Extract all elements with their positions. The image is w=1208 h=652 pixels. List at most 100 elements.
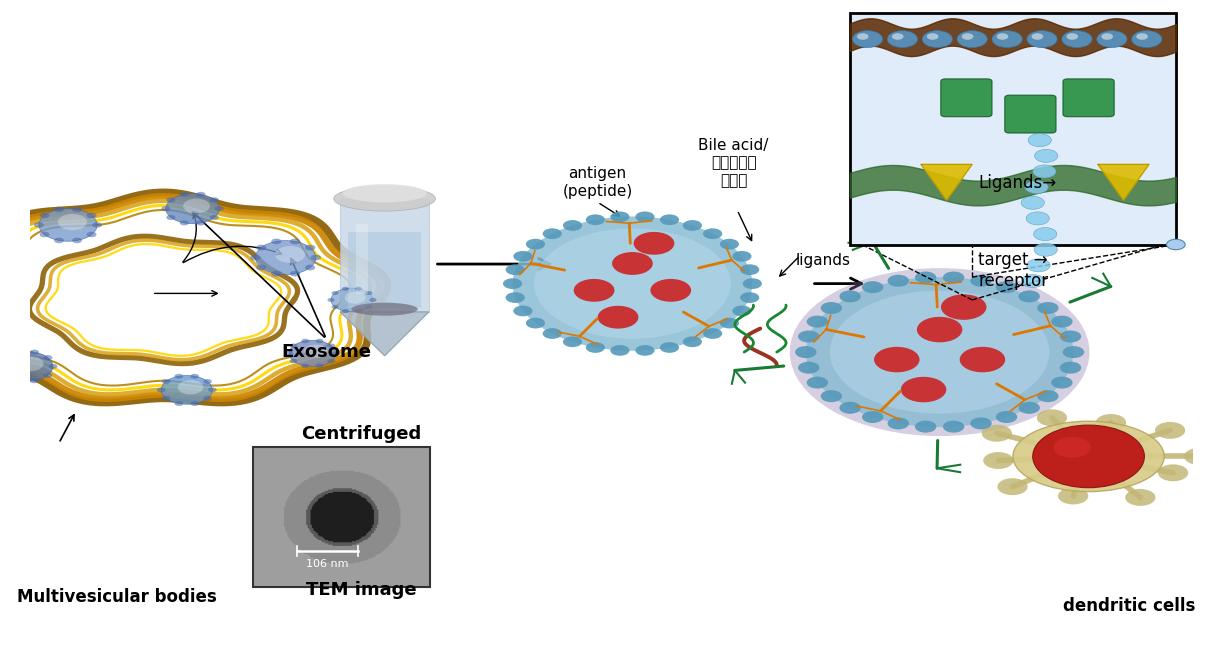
Circle shape (1051, 316, 1073, 327)
Circle shape (943, 421, 964, 433)
Circle shape (54, 207, 64, 212)
Circle shape (0, 278, 13, 306)
Circle shape (203, 379, 211, 384)
Circle shape (995, 411, 1017, 423)
Circle shape (612, 252, 652, 275)
Circle shape (650, 279, 691, 302)
Circle shape (840, 402, 861, 414)
Circle shape (634, 232, 674, 255)
Circle shape (741, 292, 760, 303)
Circle shape (1024, 181, 1049, 194)
Circle shape (370, 298, 377, 302)
Circle shape (997, 33, 1009, 40)
Polygon shape (920, 164, 972, 200)
Circle shape (162, 396, 170, 401)
Circle shape (962, 33, 974, 40)
Circle shape (39, 209, 97, 241)
Circle shape (1167, 239, 1185, 250)
Circle shape (43, 355, 52, 360)
Circle shape (1137, 33, 1148, 40)
Text: Ligands→: Ligands→ (978, 173, 1056, 192)
Circle shape (1021, 274, 1045, 288)
Circle shape (635, 211, 655, 222)
Circle shape (683, 220, 702, 231)
Circle shape (820, 302, 842, 314)
Circle shape (660, 342, 679, 353)
Circle shape (162, 379, 170, 384)
Circle shape (970, 274, 992, 287)
Circle shape (331, 288, 373, 312)
Circle shape (1038, 302, 1058, 314)
Circle shape (290, 271, 300, 276)
Circle shape (1053, 437, 1091, 458)
Circle shape (174, 401, 184, 406)
Circle shape (887, 31, 918, 48)
Circle shape (72, 207, 82, 212)
Circle shape (983, 452, 1014, 469)
Circle shape (0, 373, 10, 378)
Circle shape (1027, 259, 1050, 272)
Circle shape (365, 291, 372, 295)
Circle shape (513, 251, 533, 261)
Circle shape (310, 255, 321, 260)
Circle shape (875, 347, 919, 372)
Circle shape (315, 339, 324, 343)
Circle shape (840, 290, 861, 303)
Circle shape (922, 31, 952, 48)
Circle shape (959, 347, 1005, 372)
Ellipse shape (352, 303, 418, 316)
Circle shape (995, 281, 1017, 293)
Circle shape (34, 222, 43, 228)
Circle shape (250, 255, 261, 260)
Text: Centrifuged: Centrifuged (301, 424, 422, 443)
Circle shape (355, 309, 362, 313)
Circle shape (1032, 33, 1044, 40)
Circle shape (1034, 149, 1058, 162)
Circle shape (30, 378, 39, 383)
Polygon shape (341, 312, 429, 356)
Circle shape (256, 244, 266, 250)
Circle shape (365, 305, 372, 309)
Text: dendritic cells: dendritic cells (1063, 597, 1196, 615)
Circle shape (1097, 31, 1127, 48)
Text: antigen
(peptide): antigen (peptide) (563, 166, 633, 199)
Circle shape (290, 239, 300, 244)
Circle shape (40, 213, 50, 218)
Circle shape (1158, 464, 1189, 481)
FancyBboxPatch shape (1063, 79, 1114, 117)
Circle shape (58, 214, 87, 230)
Circle shape (210, 215, 219, 220)
Text: target →
receptor: target → receptor (978, 251, 1049, 290)
Circle shape (30, 349, 39, 355)
Circle shape (1155, 422, 1185, 439)
Circle shape (289, 340, 336, 366)
Circle shape (332, 351, 339, 355)
Circle shape (0, 351, 53, 381)
Circle shape (892, 33, 904, 40)
Circle shape (563, 336, 582, 347)
Circle shape (503, 278, 522, 289)
Circle shape (167, 215, 175, 220)
Circle shape (327, 359, 335, 363)
Circle shape (741, 264, 760, 275)
Circle shape (534, 229, 731, 338)
Circle shape (167, 198, 175, 202)
Circle shape (914, 271, 936, 284)
Circle shape (927, 33, 939, 40)
Circle shape (191, 374, 199, 379)
Ellipse shape (343, 184, 426, 202)
Circle shape (304, 344, 327, 357)
Circle shape (174, 374, 184, 379)
Circle shape (290, 344, 297, 348)
Circle shape (542, 228, 562, 239)
Circle shape (830, 291, 1050, 413)
Circle shape (5, 282, 13, 286)
Circle shape (1058, 488, 1088, 505)
Circle shape (1033, 425, 1144, 488)
Text: Multivesicular bodies: Multivesicular bodies (17, 587, 216, 606)
Circle shape (161, 206, 170, 211)
Circle shape (660, 215, 679, 225)
Circle shape (1034, 228, 1057, 241)
Circle shape (1034, 243, 1057, 256)
Circle shape (327, 298, 335, 302)
